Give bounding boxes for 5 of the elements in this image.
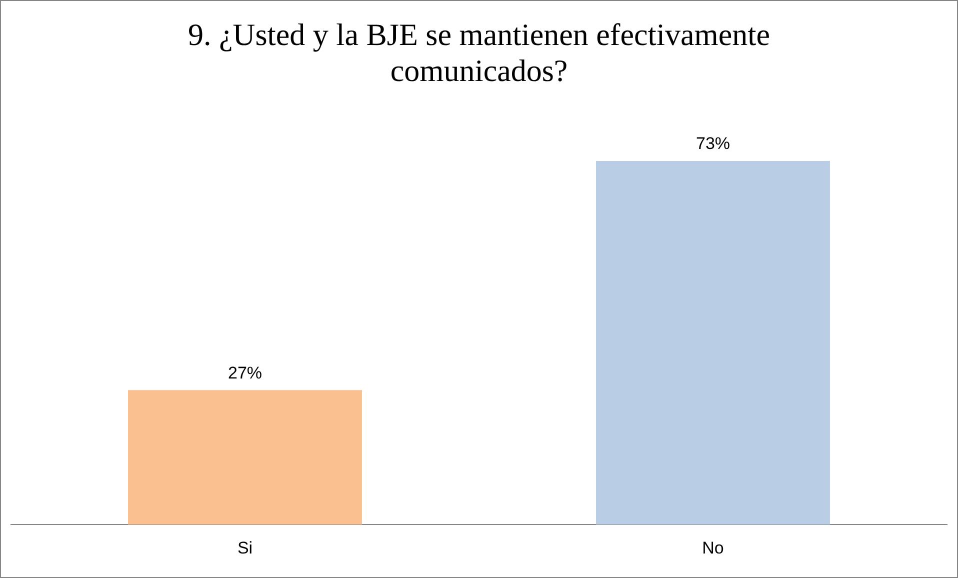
chart-title: 9. ¿Usted y la BJE se mantienen efectivamente comunicados? <box>187 17 771 89</box>
x-tick-label: No <box>702 538 724 558</box>
data-label: 27% <box>228 363 262 382</box>
data-label: 73% <box>696 134 730 154</box>
x-tick-label: Si <box>237 538 253 558</box>
